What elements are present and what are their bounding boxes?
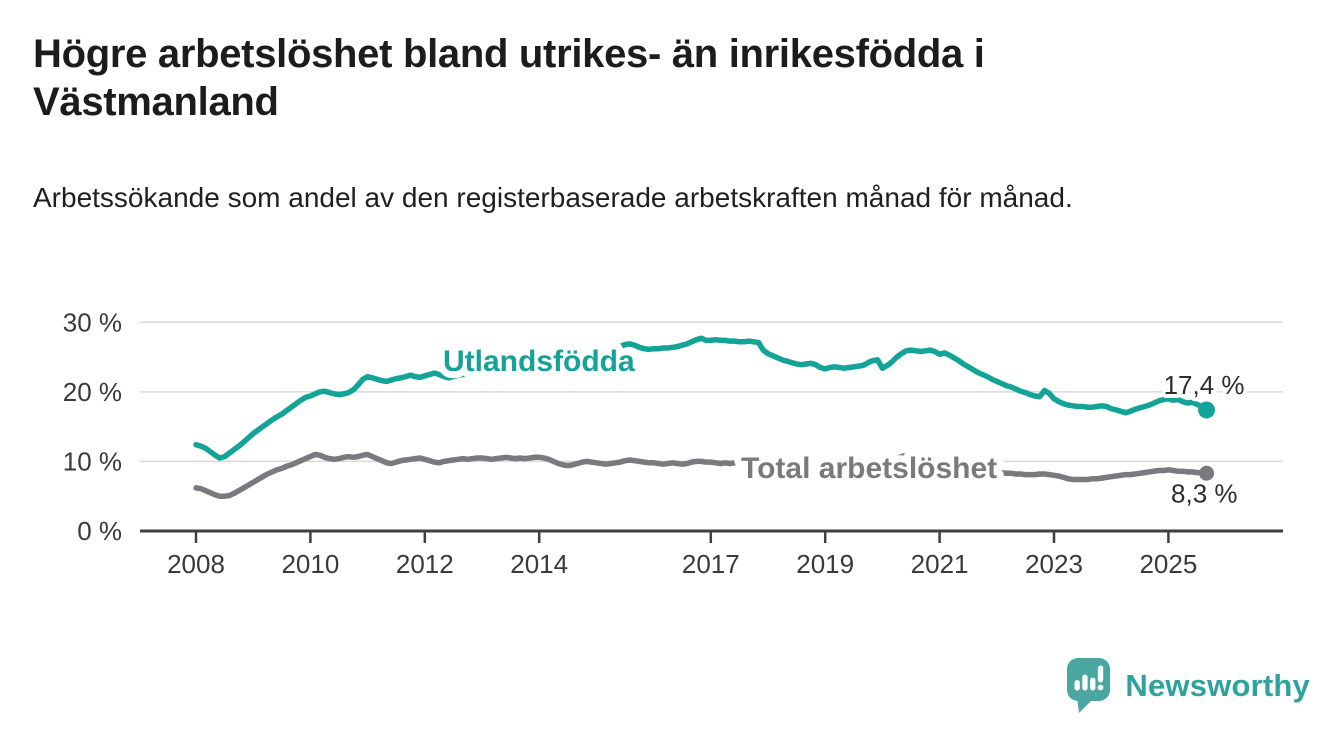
x-axis-tick-label: 2012 [396,549,454,579]
y-axis-tick-label: 10 % [63,446,122,476]
x-axis-tick-label: 2017 [682,549,740,579]
chart-subtitle: Arbetssökande som andel av den registerb… [33,182,1073,213]
series-value-label-total-arbetsloshet: 8,3 % [1171,478,1238,508]
x-axis-tick-label: 2008 [167,549,225,579]
x-axis-tick-label: 2019 [796,549,854,579]
newsworthy-wordmark: Newsworthy [1125,667,1310,703]
x-axis-tick-label: 2021 [911,549,969,579]
x-axis-tick-label: 2014 [510,549,568,579]
series-end-dot-utlandsfodda [1198,401,1216,419]
series-label-utlandsfodda: Utlandsfödda [443,345,635,378]
series-end-dot-total-arbetsloshet [1199,465,1215,481]
x-axis-tick-label: 2025 [1139,549,1197,579]
newsworthy-icon [1067,658,1111,713]
series-line-total-arbetsloshet [193,451,1210,499]
chart-title: Högre arbetslöshet bland utrikes- än inr… [33,32,985,125]
x-axis-tick-label: 2023 [1025,549,1083,579]
y-axis-tick-label: 20 % [63,377,122,407]
series-line-utlandsfodda [193,335,1210,461]
y-axis-tick-label: 0 % [77,516,122,546]
x-axis-tick-label: 2010 [281,549,339,579]
newsworthy-logo: Newsworthy [1066,657,1310,714]
series-value-label-utlandsfodda: 17,4 % [1164,370,1245,400]
y-axis-tick-label: 30 % [63,307,122,337]
series-label-total-arbetsloshet: Total arbetslöshet [741,452,997,485]
